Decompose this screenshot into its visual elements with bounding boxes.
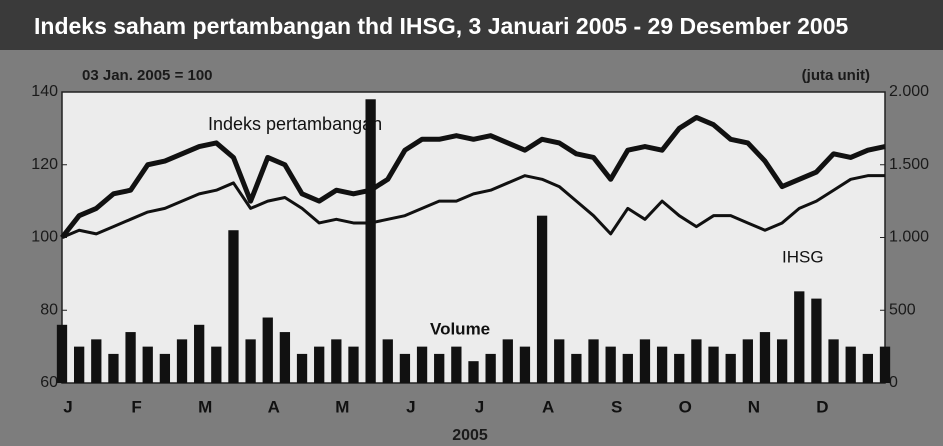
volume-bar xyxy=(416,346,428,383)
y2-tick-label: 0 xyxy=(889,374,898,391)
y-tick-label: 120 xyxy=(31,156,58,173)
volume-bar xyxy=(159,353,171,383)
subtitle: 03 Jan. 2005 = 100 xyxy=(82,67,213,84)
volume-bar xyxy=(502,339,513,383)
y-tick-label: 140 xyxy=(31,83,58,100)
volume-bar xyxy=(862,353,873,383)
y2-tick-label: 1.000 xyxy=(889,229,929,246)
annotation: Indeks pertambangan xyxy=(208,114,382,134)
volume-bar xyxy=(519,346,531,383)
volume-bar xyxy=(228,230,239,383)
x-tick-label: O xyxy=(679,397,692,416)
chart-title: Indeks saham pertambangan thd IHSG, 3 Ja… xyxy=(34,13,848,39)
volume-bar xyxy=(125,332,136,383)
volume-bar xyxy=(365,99,376,384)
volume-bar xyxy=(331,339,342,383)
x-tick-label: A xyxy=(542,397,554,416)
volume-bar xyxy=(828,339,839,383)
volume-bar xyxy=(776,339,788,383)
x-tick-label: A xyxy=(268,397,280,416)
volume-bar xyxy=(794,291,805,383)
volume-bar xyxy=(194,324,205,383)
volume-bar xyxy=(759,332,771,383)
volume-bar xyxy=(691,339,702,383)
x-tick-label: J xyxy=(63,397,72,416)
y-tick-label: 100 xyxy=(31,229,58,246)
y-tick-label: 60 xyxy=(40,374,58,391)
x-tick-label: J xyxy=(406,397,415,416)
volume-bar xyxy=(211,346,222,383)
y-tick-label: 80 xyxy=(40,301,58,318)
volume-bar xyxy=(588,339,599,383)
annotation: Volume xyxy=(430,319,490,338)
volume-bar xyxy=(56,324,68,383)
y2-tick-label: 2.000 xyxy=(889,83,929,100)
volume-bar xyxy=(91,339,102,383)
volume-bar xyxy=(314,346,325,383)
title-band xyxy=(0,0,943,50)
volume-bar xyxy=(536,215,548,383)
volume-bar xyxy=(108,353,119,383)
volume-bar xyxy=(622,353,633,383)
x-tick-label: M xyxy=(198,397,212,416)
volume-bar xyxy=(725,353,736,383)
x-tick-label: S xyxy=(611,397,622,416)
volume-bar xyxy=(176,339,188,383)
volume-bar xyxy=(811,298,822,383)
volume-bar xyxy=(674,353,685,383)
volume-bar xyxy=(742,339,753,383)
volume-bar xyxy=(279,332,291,383)
x-tick-label: F xyxy=(131,397,141,416)
volume-bar xyxy=(451,346,462,383)
annotation: IHSG xyxy=(782,247,824,266)
series-line xyxy=(61,174,885,239)
y2-axis-label: (juta unit) xyxy=(802,67,870,84)
volume-bar xyxy=(142,346,153,383)
volume-bar xyxy=(74,346,85,383)
volume-bar xyxy=(262,317,273,383)
x-axis-label: 2005 xyxy=(452,427,488,444)
volume-bar xyxy=(382,339,393,383)
x-tick-label: J xyxy=(475,397,484,416)
volume-bar xyxy=(845,346,856,383)
y2-tick-label: 1.500 xyxy=(889,156,929,173)
volume-bar xyxy=(348,346,359,383)
volume-bar xyxy=(399,353,411,383)
x-tick-label: M xyxy=(335,397,349,416)
volume-bar xyxy=(605,346,616,383)
volume-bar xyxy=(485,353,496,383)
volume-bar xyxy=(571,353,582,383)
volume-bar xyxy=(708,346,719,383)
volume-bar xyxy=(639,339,651,383)
y2-tick-label: 500 xyxy=(889,301,916,318)
x-tick-label: N xyxy=(748,397,760,416)
volume-bar xyxy=(245,339,256,383)
x-tick-label: D xyxy=(816,397,828,416)
series-line xyxy=(60,114,886,240)
volume-bar xyxy=(879,346,891,383)
volume-bar xyxy=(656,346,668,383)
volume-bar xyxy=(554,339,565,383)
volume-bar xyxy=(468,361,479,383)
volume-bar xyxy=(296,353,308,383)
volume-bar xyxy=(434,353,445,383)
